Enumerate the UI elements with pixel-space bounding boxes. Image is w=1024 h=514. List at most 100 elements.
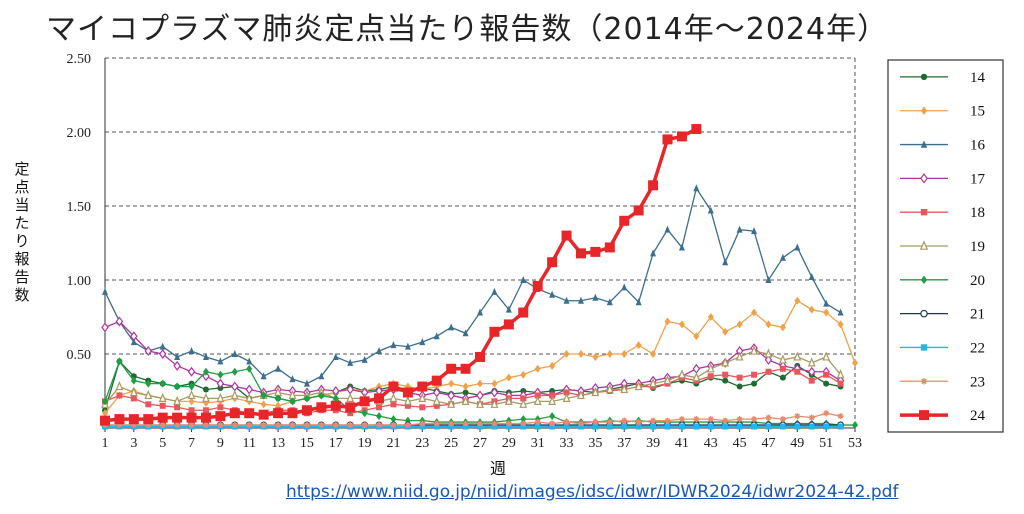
data-point xyxy=(159,379,166,388)
data-point xyxy=(376,404,383,411)
data-point xyxy=(751,227,758,235)
x-tick-label: 25 xyxy=(444,436,458,451)
data-point xyxy=(520,395,527,402)
data-point xyxy=(807,357,816,367)
data-point xyxy=(260,400,267,409)
data-point xyxy=(663,375,672,385)
data-point xyxy=(172,412,183,423)
data-point xyxy=(575,248,586,259)
data-point xyxy=(621,417,628,424)
data-point xyxy=(359,396,370,407)
data-point xyxy=(549,361,556,370)
data-point xyxy=(477,420,483,427)
data-point xyxy=(549,420,556,427)
data-point xyxy=(230,389,239,400)
data-point xyxy=(231,422,238,429)
source-link[interactable]: https://www.niid.go.jp/niid/images/idsc/… xyxy=(286,482,899,502)
data-point xyxy=(621,423,628,430)
data-point xyxy=(448,323,455,331)
data-point xyxy=(448,379,455,388)
data-point xyxy=(145,422,152,429)
series-line-17 xyxy=(104,320,841,400)
data-point xyxy=(592,293,599,301)
legend-label: 23 xyxy=(970,374,985,390)
data-point xyxy=(692,363,701,374)
data-point xyxy=(258,409,269,420)
data-point xyxy=(532,280,543,291)
x-tick-label: 11 xyxy=(242,436,255,451)
data-point xyxy=(347,358,354,366)
data-point xyxy=(489,326,500,337)
data-point xyxy=(418,392,427,402)
y-tick-label: 2.00 xyxy=(67,126,92,141)
data-point xyxy=(390,401,397,408)
page-title: マイコプラズマ肺炎定点当たり報告数（2014年～2024年） xyxy=(46,12,889,47)
data-point xyxy=(303,422,310,429)
data-point xyxy=(505,420,512,427)
data-point xyxy=(736,374,743,381)
data-point xyxy=(159,402,166,409)
data-point xyxy=(419,338,426,346)
data-point xyxy=(563,296,570,304)
data-point xyxy=(722,327,729,336)
data-point xyxy=(794,296,801,305)
data-point xyxy=(447,398,456,408)
data-point xyxy=(533,395,542,405)
data-point xyxy=(246,422,253,429)
data-point xyxy=(751,371,758,378)
data-point xyxy=(549,392,556,399)
data-point xyxy=(102,287,108,295)
x-tick-label: 1 xyxy=(102,436,109,451)
x-tick-label: 47 xyxy=(761,436,775,451)
grid-layer xyxy=(105,57,856,428)
data-point xyxy=(174,404,181,411)
data-point xyxy=(289,375,296,383)
data-point xyxy=(476,390,484,401)
axes-layer: 0.501.001.502.002.501 3 5 7 9 11 13 15 17 19 21 23 2… xyxy=(67,52,863,451)
data-point xyxy=(779,323,786,332)
data-point xyxy=(635,419,642,426)
data-point xyxy=(390,415,397,424)
data-point xyxy=(114,414,125,425)
data-point xyxy=(217,370,224,379)
series-line-23 xyxy=(105,412,841,426)
data-point xyxy=(693,184,700,192)
series-23 xyxy=(102,410,844,429)
data-point xyxy=(707,416,714,423)
data-point xyxy=(289,422,296,429)
legend-label: 18 xyxy=(970,205,985,221)
data-point xyxy=(202,407,209,414)
legend-item-21: 21 xyxy=(900,307,985,323)
data-point xyxy=(808,423,815,430)
data-point xyxy=(764,348,773,358)
data-point xyxy=(129,386,138,397)
data-point xyxy=(202,422,209,429)
legend-item-16: 16 xyxy=(900,138,986,154)
legend-item-24: 24 xyxy=(900,408,986,424)
data-point xyxy=(462,389,469,396)
data-point xyxy=(577,420,584,427)
data-point xyxy=(793,351,802,361)
legend-layer: 14 15 16 17 18 19 20 21 22 23 24 xyxy=(887,59,1004,433)
data-point xyxy=(794,423,801,430)
data-point xyxy=(634,381,643,391)
x-tick-label: 53 xyxy=(848,436,862,451)
y-tick-label: 0.50 xyxy=(67,348,92,363)
data-point xyxy=(765,320,772,329)
data-point xyxy=(751,308,758,317)
data-point xyxy=(722,423,729,430)
data-point xyxy=(433,332,440,340)
data-point xyxy=(174,382,181,391)
data-point xyxy=(188,382,195,391)
data-point xyxy=(491,379,498,388)
legend-swatch-marker xyxy=(920,73,928,81)
data-point xyxy=(765,368,772,375)
x-tick-label: 35 xyxy=(588,436,602,451)
data-point xyxy=(462,420,469,427)
y-axis-label: 定点当たり報告数 xyxy=(14,160,30,304)
data-point xyxy=(823,308,830,317)
data-point xyxy=(287,408,298,419)
data-point xyxy=(303,379,310,387)
data-point xyxy=(650,423,657,430)
